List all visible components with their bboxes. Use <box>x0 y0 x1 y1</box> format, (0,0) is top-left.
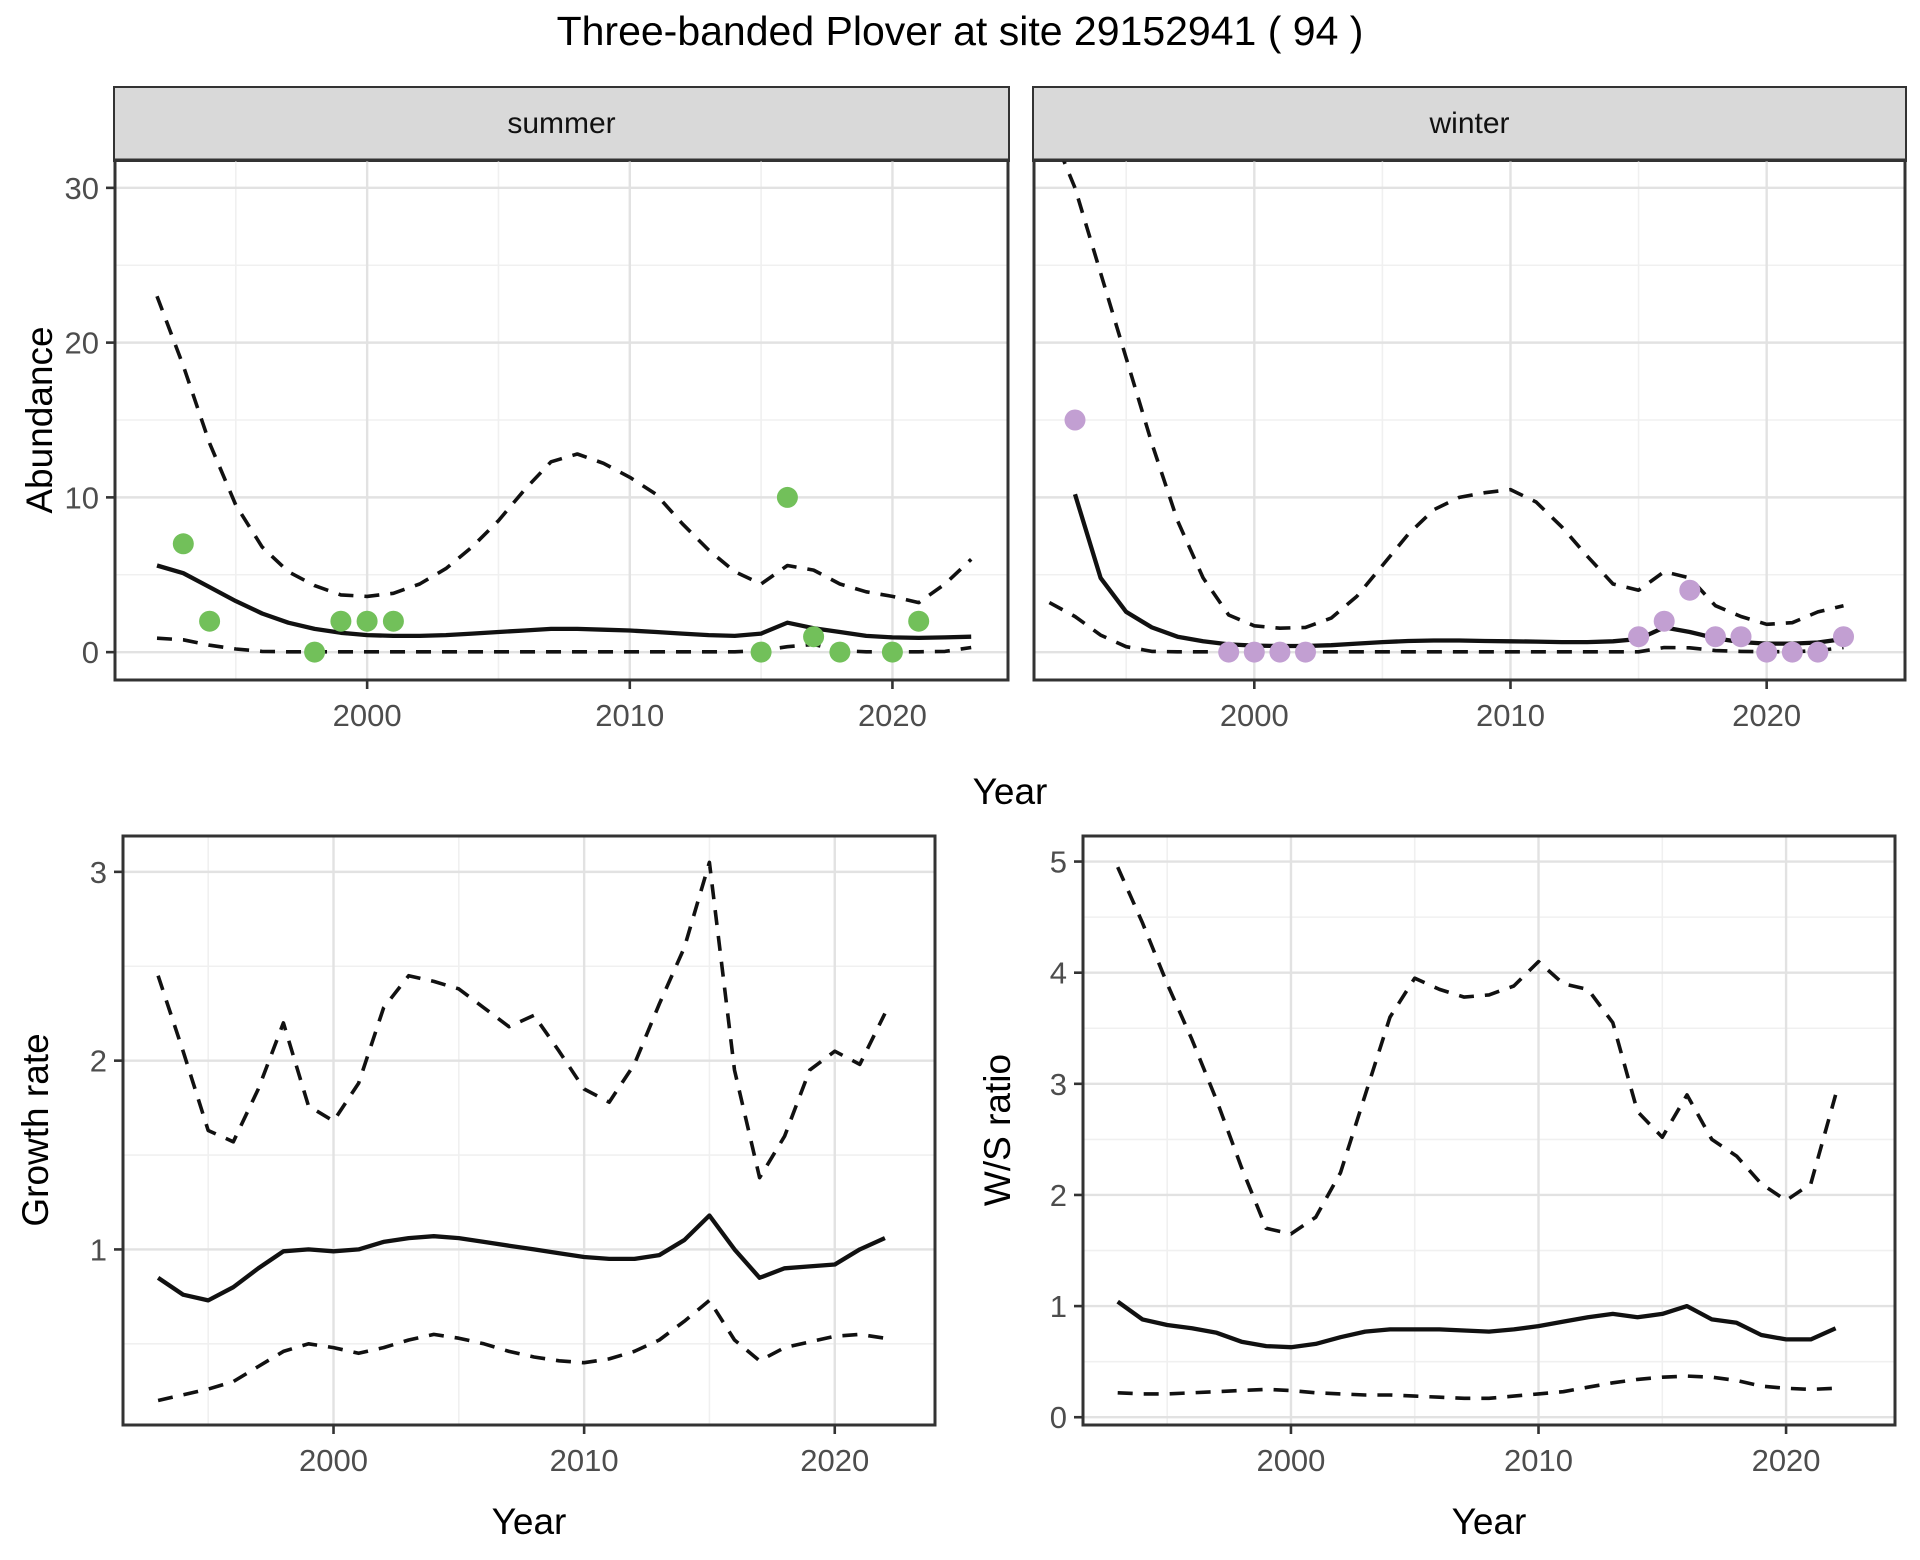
x-tick-label: 2020 <box>858 698 927 733</box>
series-median-ws-ratio <box>1116 1299 1837 1350</box>
observation-point <box>803 626 825 648</box>
facet-strip-winter-label: winter <box>1429 107 1510 140</box>
series-upper_ci-growth-rate <box>156 860 887 1180</box>
panel-border <box>1081 834 1897 1427</box>
x-tick-label: 2020 <box>800 1443 869 1478</box>
x-tick-label: 2010 <box>595 698 664 733</box>
y-tick-label: 0 <box>1050 1400 1067 1435</box>
y-tick-label: 2 <box>90 1044 107 1079</box>
observation-point <box>172 533 194 555</box>
observation-point <box>1781 641 1803 663</box>
y-tick-label: 0 <box>82 635 99 670</box>
observation-point <box>1218 641 1240 663</box>
observation-point <box>908 610 930 632</box>
x-axis-title-year-top: Year <box>972 771 1048 812</box>
series-upper_ci-abundance-summer <box>155 295 973 605</box>
x-tick-label: 2010 <box>1504 1443 1573 1478</box>
y-tick-label: 1 <box>90 1232 107 1267</box>
y-tick-label: 20 <box>65 326 99 361</box>
panel-ws-ratio: 2000 2010 2020 0 1 2 3 4 5 <box>1050 834 1897 1478</box>
panel-abundance-winter: 2000 2010 2020 <box>1032 158 1907 733</box>
observation-point <box>1833 626 1854 648</box>
y-tick-label: 30 <box>65 171 99 206</box>
series-lower_ci-abundance-winter <box>1048 601 1844 654</box>
series-median-abundance-winter <box>1072 493 1844 649</box>
observation-point <box>1295 641 1316 663</box>
observation-point <box>1628 626 1650 648</box>
plot-title: Three-banded Plover at site 29152941 ( 9… <box>556 8 1364 54</box>
y-tick-label: 4 <box>1050 956 1067 991</box>
observation-point <box>330 610 352 632</box>
data-layer-ws-ratio <box>1116 866 1838 1401</box>
y-tick-label: 3 <box>90 855 107 890</box>
x-tick-label: 2000 <box>333 698 402 733</box>
observation-point <box>1269 641 1291 663</box>
y-tick-label: 2 <box>1050 1178 1067 1213</box>
observation-point <box>1679 579 1701 601</box>
x-tick-label: 2000 <box>1256 1443 1325 1478</box>
observation-point <box>304 641 326 663</box>
observation-point <box>1807 641 1829 663</box>
observation-point <box>1653 610 1675 632</box>
facet-strip-summer-label: summer <box>507 107 616 140</box>
series-lower_ci-growth-rate <box>157 1298 886 1403</box>
panel-border <box>113 158 1010 682</box>
x-tick-label: 2000 <box>1220 698 1289 733</box>
x-axis-title-year-bottom-right: Year <box>1451 1501 1527 1542</box>
observation-point <box>1756 641 1778 663</box>
x-tick-label: 2020 <box>1732 698 1801 733</box>
panel-border <box>1032 158 1907 682</box>
y-tick-label: 5 <box>1050 845 1067 880</box>
y-tick-label: 10 <box>65 480 99 515</box>
facet-strip-summer: summer <box>113 86 1010 162</box>
observation-point <box>199 610 221 632</box>
x-tick-label: 2000 <box>299 1443 368 1478</box>
y-tick-label: 3 <box>1050 1067 1067 1102</box>
x-tick-label: 2010 <box>1476 698 1545 733</box>
observation-point <box>776 486 798 508</box>
series-upper_ci-ws-ratio <box>1116 866 1838 1236</box>
series-median-abundance-summer <box>156 563 972 641</box>
data-layer-growth-rate <box>156 860 887 1403</box>
y-tick-label: 1 <box>1050 1289 1067 1324</box>
observation-point <box>1704 626 1726 648</box>
observation-point <box>382 610 404 632</box>
series-lower_ci-ws-ratio <box>1117 1374 1836 1401</box>
observation-point <box>829 641 851 663</box>
observation-point <box>750 641 772 663</box>
observation-point <box>1064 409 1086 431</box>
series-median-growth-rate <box>156 1213 886 1303</box>
series-upper_ci-abundance-winter <box>1061 160 1844 631</box>
data-layer-abundance-summer <box>155 295 973 663</box>
x-axis-title-year-bottom-left: Year <box>491 1501 567 1542</box>
observation-point <box>1243 641 1265 663</box>
observation-point <box>881 641 903 663</box>
observation-point <box>356 610 378 632</box>
facet-strip-winter: winter <box>1032 86 1907 162</box>
x-tick-label: 2020 <box>1752 1443 1821 1478</box>
panel-growth-rate: 2000 2010 2020 1 2 3 <box>90 834 937 1478</box>
x-tick-label: 2010 <box>550 1443 619 1478</box>
panel-abundance-summer: 2000 2010 2020 0 10 20 30 <box>65 158 1010 733</box>
observation-point <box>1730 626 1752 648</box>
panel-border <box>121 834 937 1427</box>
data-layer-abundance-winter <box>1048 160 1854 663</box>
